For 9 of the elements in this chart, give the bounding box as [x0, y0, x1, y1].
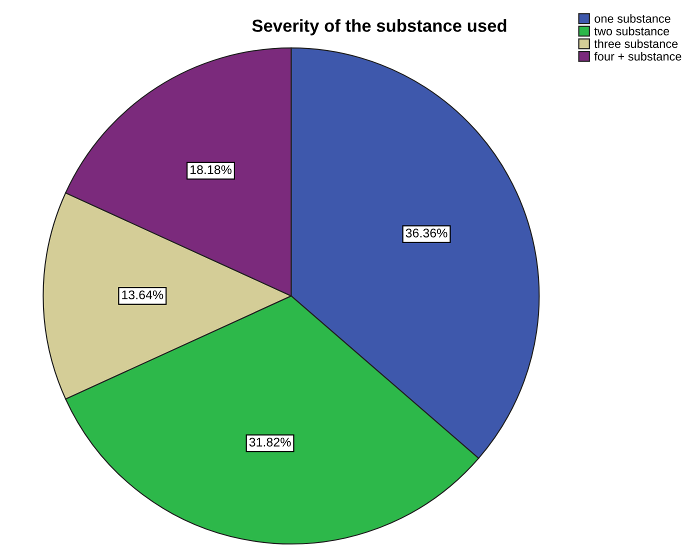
legend-label: four + substance	[594, 52, 682, 61]
chart-title: Severity of the substance used	[252, 19, 506, 36]
legend-label: three substance	[594, 39, 678, 48]
data-label: 13.64%	[122, 290, 164, 300]
data-label: 36.36%	[406, 228, 448, 238]
legend-label: one substance	[594, 14, 670, 23]
data-label: 18.18%	[190, 165, 232, 174]
data-label: 31.82%	[249, 438, 291, 447]
legend-label: two substance	[594, 26, 670, 36]
